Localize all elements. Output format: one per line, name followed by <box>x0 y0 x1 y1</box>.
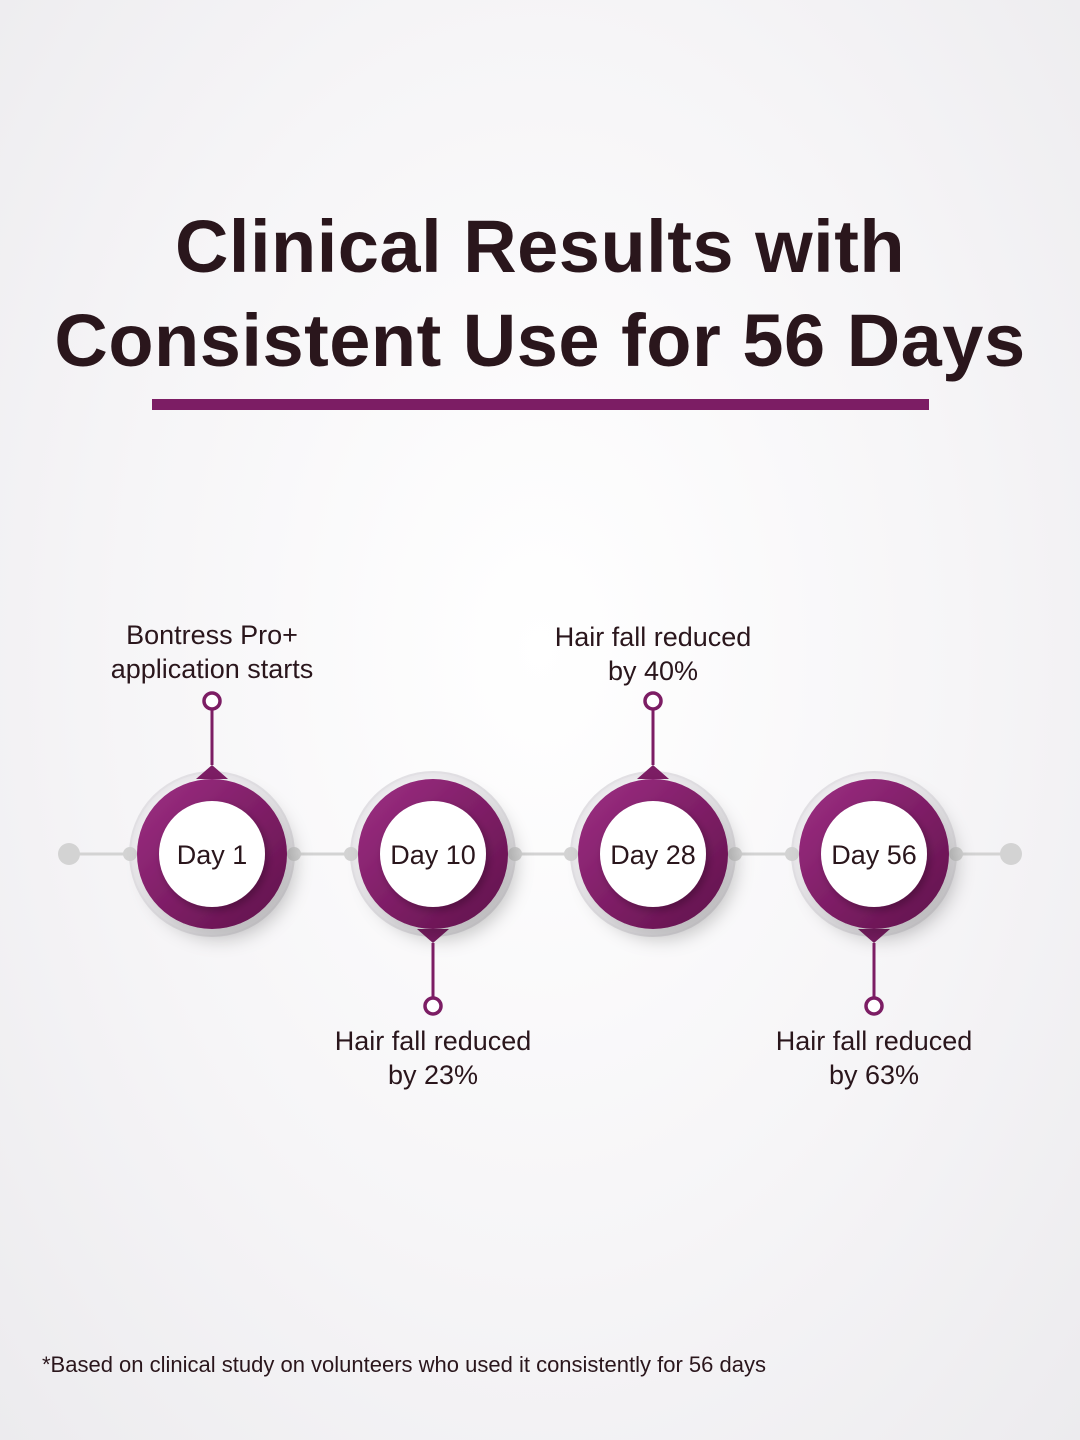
callout-line-1: Hair fall reduced <box>554 622 752 652</box>
connector-dot-left <box>344 847 358 861</box>
title-line-1: Clinical Results with <box>174 205 906 288</box>
callout-line-2: application starts <box>110 654 314 684</box>
connector-dot-right <box>728 847 742 861</box>
milestone-day-label: Day 1 <box>177 840 248 870</box>
milestone-1: Day 1 <box>123 691 301 937</box>
connector-dot-right <box>949 847 963 861</box>
connector-dot-right <box>287 847 301 861</box>
connector-dot-left <box>123 847 137 861</box>
callout-marker <box>423 996 443 1016</box>
callout-line-2: by 63% <box>828 1060 920 1090</box>
connector-dot-left <box>785 847 799 861</box>
page-title: Clinical Results with Consistent Use for… <box>0 200 1080 388</box>
callout-day-1: Bontress Pro+ application starts <box>62 618 362 686</box>
callout-line-2: by 40% <box>607 656 699 686</box>
milestone-inner-disc <box>600 801 706 907</box>
callout-day-10: Hair fall reduced by 23% <box>283 1024 583 1092</box>
milestone-4: Day 56 <box>785 771 963 1016</box>
callout-marker <box>864 996 884 1016</box>
milestone-day-label: Day 10 <box>390 840 476 870</box>
callout-line-1: Hair fall reduced <box>775 1026 973 1056</box>
milestone-2: Day 10 <box>344 771 522 1016</box>
connector-dot-left <box>564 847 578 861</box>
timeline-start-dot <box>58 843 80 865</box>
callout-day-28: Hair fall reduced by 40% <box>503 620 803 688</box>
title-line-2: Consistent Use for 56 Days <box>54 299 1026 382</box>
callout-line-1: Bontress Pro+ <box>126 620 298 650</box>
callout-line-1: Hair fall reduced <box>334 1026 532 1056</box>
milestone-pointer <box>417 929 449 943</box>
title-underline <box>152 399 929 410</box>
milestone-pointer <box>637 765 669 779</box>
milestone-day-label: Day 56 <box>831 840 917 870</box>
milestone-inner-disc <box>380 801 486 907</box>
milestone-3: Day 28 <box>564 691 742 937</box>
milestone-pointer <box>196 765 228 779</box>
callout-day-56: Hair fall reduced by 63% <box>724 1024 1024 1092</box>
footnote: *Based on clinical study on volunteers w… <box>42 1352 766 1377</box>
callout-marker <box>202 691 222 711</box>
milestone-day-label: Day 28 <box>610 840 696 870</box>
callout-marker <box>643 691 663 711</box>
milestone-inner-disc <box>821 801 927 907</box>
timeline-end-dot <box>1000 843 1022 865</box>
milestone-inner-disc <box>159 801 265 907</box>
milestone-pointer <box>858 929 890 943</box>
connector-dot-right <box>508 847 522 861</box>
callout-line-2: by 23% <box>387 1060 479 1090</box>
